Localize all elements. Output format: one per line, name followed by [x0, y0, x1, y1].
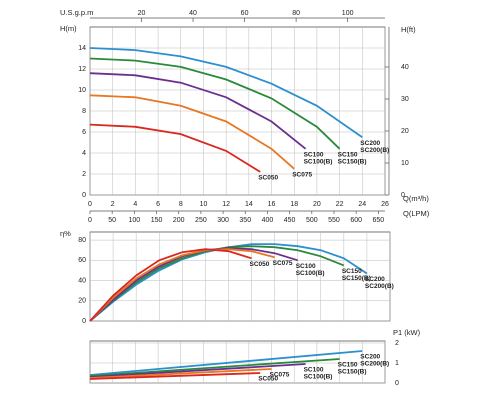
x3-tick-label: 100 [129, 217, 141, 224]
series-label: SC200 [360, 354, 380, 361]
series-line [89, 247, 298, 322]
series-line [89, 350, 363, 376]
series-label: SC150(B) [338, 369, 367, 376]
x-tick-label: 10 [200, 201, 208, 208]
y-tick-label: 8 [82, 108, 86, 115]
series-label: SC150 [338, 362, 358, 369]
x3-tick-label: 0 [88, 217, 92, 224]
x-tick-label: 14 [245, 201, 253, 208]
y-tick-label: 0 [82, 318, 86, 325]
y-axis-label: H(m) [60, 24, 77, 33]
series-label: SC150 [342, 268, 362, 275]
y-axis-label: η% [60, 229, 71, 238]
x3-tick-label: 600 [350, 217, 362, 224]
y2-tick-label: 0 [401, 192, 405, 199]
x3-tick-label: 250 [195, 217, 207, 224]
y-tick-label: 4 [82, 150, 86, 157]
x-tick-label: 22 [336, 201, 344, 208]
x2-axis-label: U.S.g.p.m [60, 8, 93, 17]
series-label: SC075 [273, 260, 293, 267]
x2-tick-label: 80 [292, 10, 300, 17]
x-tick-label: 2 [111, 201, 115, 208]
x3-tick-label: 350 [239, 217, 251, 224]
series-label: SC200(B) [365, 283, 394, 290]
x3-tick-label: 50 [108, 217, 116, 224]
series-label: SC200(B) [360, 147, 389, 154]
y-tick-label: 14 [78, 45, 86, 52]
x-tick-label: 12 [222, 201, 230, 208]
series-label: SC150 [338, 152, 358, 159]
series-line [89, 47, 363, 139]
series-label: SC150(B) [338, 159, 367, 166]
x-tick-label: 20 [313, 201, 321, 208]
x-tick-label: 0 [88, 201, 92, 208]
x3-tick-label: 650 [373, 217, 385, 224]
series-line [89, 94, 295, 170]
series-label: SC050 [250, 261, 270, 268]
y2-tick-label: 40 [401, 64, 409, 71]
x2-tick-label: 40 [189, 10, 197, 17]
y-axis-label: P1 (kW) [393, 328, 421, 337]
series-label: SC050 [258, 376, 278, 383]
x-tick-label: 26 [381, 201, 389, 208]
x3-tick-label: 300 [217, 217, 229, 224]
y-tick-label: 12 [78, 66, 86, 73]
x-tick-label: 16 [268, 201, 276, 208]
series-line [89, 363, 306, 378]
y-tick-label: 2 [395, 340, 399, 347]
series-line [89, 72, 307, 150]
y-tick-label: 1 [395, 360, 399, 367]
series-label: SC150(B) [342, 275, 371, 282]
series-label: SC100(B) [296, 270, 325, 277]
x3-tick-label: 500 [306, 217, 318, 224]
x2-tick-label: 100 [342, 10, 354, 17]
series-line [89, 248, 275, 322]
series-line [89, 368, 272, 379]
x-axis-label: Q(m³/h) [403, 194, 429, 203]
series-line [89, 57, 341, 150]
y-tick-label: 2 [82, 171, 86, 178]
y2-axis-label: H(ft) [401, 25, 416, 34]
series-line [89, 248, 252, 322]
x3-tick-label: 450 [284, 217, 296, 224]
series-label: SC075 [270, 372, 290, 379]
series-line [89, 358, 340, 377]
series-label: SC200(B) [360, 361, 389, 368]
y-tick-label: 80 [78, 237, 86, 244]
x-tick-label: 24 [358, 201, 366, 208]
y-tick-label: 10 [78, 87, 86, 94]
series-label: SC075 [292, 171, 312, 178]
series-label: SC100 [304, 152, 324, 159]
series-label: SC100(B) [304, 159, 333, 166]
y-tick-label: 20 [78, 298, 86, 305]
x2-tick-label: 20 [138, 10, 146, 17]
y2-tick-label: 30 [401, 96, 409, 103]
y2-tick-label: 20 [401, 128, 409, 135]
series-label: SC100 [304, 367, 324, 374]
series-line [89, 372, 261, 380]
series-line [89, 123, 261, 173]
x3-tick-label: 150 [151, 217, 163, 224]
x2-tick-label: 60 [241, 10, 249, 17]
y-tick-label: 0 [82, 192, 86, 199]
x-tick-label: 8 [179, 201, 183, 208]
y2-tick-label: 10 [401, 160, 409, 167]
y-tick-label: 0 [395, 380, 399, 387]
series-label: SC050 [258, 175, 278, 182]
series-label: SC200 [360, 140, 380, 147]
series-label: SC100 [296, 263, 316, 270]
series-label: SC100(B) [304, 374, 333, 381]
x3-tick-label: 400 [262, 217, 274, 224]
x3-tick-label: 200 [173, 217, 185, 224]
y-tick-label: 6 [82, 129, 86, 136]
x-tick-label: 4 [133, 201, 137, 208]
x3-tick-label: 550 [328, 217, 340, 224]
series-label: SC200 [365, 276, 385, 283]
y-tick-label: 40 [78, 277, 86, 284]
y-tick-label: 60 [78, 257, 86, 264]
x-tick-label: 6 [156, 201, 160, 208]
x3-axis-label: Q(LPM) [403, 209, 430, 218]
x-tick-label: 18 [290, 201, 298, 208]
